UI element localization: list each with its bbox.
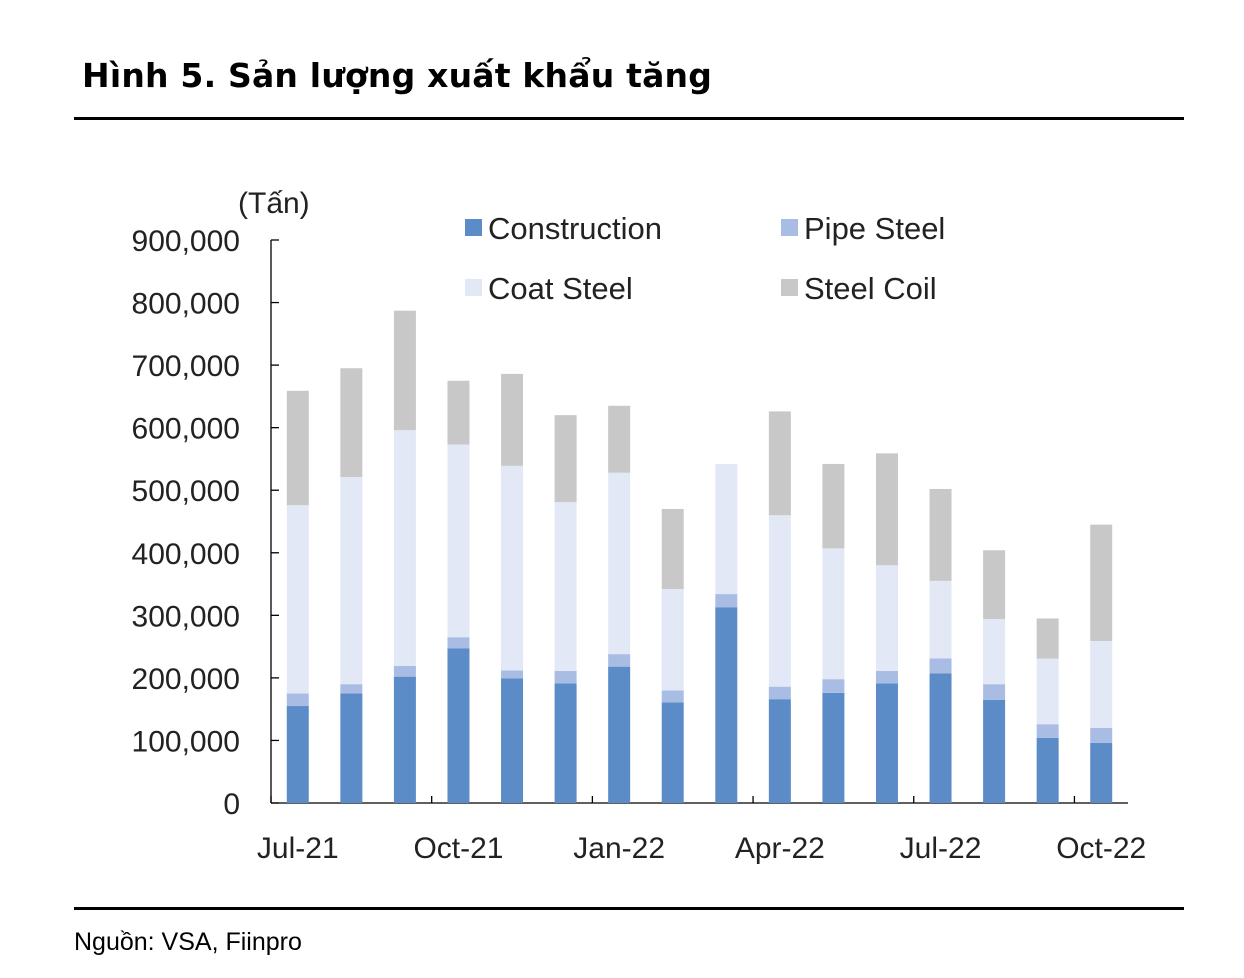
bar-steel-coil	[554, 415, 577, 503]
bar-construction	[501, 678, 524, 803]
bar-pipe-steel	[340, 684, 363, 694]
bar-coat-steel	[661, 589, 684, 691]
legend-label: Pipe Steel	[804, 211, 945, 246]
bar-pipe-steel	[608, 654, 631, 667]
y-tick-label: 700,000	[132, 350, 240, 383]
legend-label: Construction	[488, 211, 662, 246]
bar-coat-steel	[1090, 640, 1113, 728]
x-tick-label: Jan-22	[573, 832, 665, 865]
bar-construction	[340, 693, 363, 803]
x-tick-label: Jul-21	[257, 832, 339, 865]
legend-swatch	[465, 279, 482, 296]
bar-pipe-steel	[715, 594, 738, 608]
bar-pipe-steel	[661, 690, 684, 703]
bar-construction	[1036, 737, 1059, 803]
bar-steel-coil	[393, 310, 416, 431]
legend-swatch	[781, 219, 798, 236]
bar-steel-coil	[875, 453, 898, 566]
bar-coat-steel	[715, 463, 738, 595]
bar-steel-coil	[501, 373, 524, 466]
bar-steel-coil	[340, 368, 363, 478]
x-tick-label: Oct-21	[413, 832, 503, 865]
legend-label: Coat Steel	[488, 271, 633, 306]
x-tick-label: Jul-22	[900, 832, 982, 865]
bar-coat-steel	[822, 548, 845, 680]
bar-steel-coil	[608, 405, 631, 473]
y-tick-label: 600,000	[132, 413, 240, 446]
bar-steel-coil	[1036, 618, 1059, 659]
bar-construction	[875, 683, 898, 803]
bar-pipe-steel	[554, 671, 577, 684]
bar-pipe-steel	[822, 679, 845, 693]
y-tick-label: 200,000	[132, 663, 240, 696]
bar-pipe-steel	[393, 666, 416, 677]
x-tick-label: Apr-22	[735, 832, 825, 865]
bar-coat-steel	[929, 580, 952, 659]
bar-steel-coil	[1090, 524, 1113, 641]
bar-pipe-steel	[983, 684, 1006, 700]
bar-pipe-steel	[1090, 727, 1113, 743]
bar-pipe-steel	[768, 686, 791, 700]
y-tick-label: 900,000	[132, 225, 240, 258]
figure-title: Hình 5. Sản lượng xuất khẩu tăng	[82, 56, 713, 95]
bar-pipe-steel	[1036, 724, 1059, 738]
bar-construction	[768, 699, 791, 803]
bar-construction	[286, 706, 309, 803]
bar-construction	[929, 673, 952, 803]
y-tick-label: 500,000	[132, 475, 240, 508]
legend: Construction Pipe Steel Coat Steel Steel Co…	[465, 211, 945, 306]
y-tick-label: 400,000	[132, 538, 240, 571]
legend-swatch	[465, 219, 482, 236]
y-tick-label: 100,000	[132, 725, 240, 758]
bars	[286, 310, 1113, 803]
bar-construction	[822, 692, 845, 803]
legend-swatch	[781, 279, 798, 296]
bar-coat-steel	[447, 444, 470, 638]
bar-coat-steel	[983, 619, 1006, 685]
bar-coat-steel	[875, 565, 898, 672]
bar-coat-steel	[393, 430, 416, 667]
bar-steel-coil	[929, 488, 952, 581]
bar-coat-steel	[340, 477, 363, 685]
legend-label: Steel Coil	[804, 271, 937, 306]
y-tick-label: 300,000	[132, 600, 240, 633]
bar-coat-steel	[768, 515, 791, 687]
bar-pipe-steel	[447, 637, 470, 649]
bar-construction	[447, 648, 470, 803]
bar-construction	[393, 676, 416, 803]
bar-pipe-steel	[929, 658, 952, 674]
bar-construction	[1090, 742, 1113, 803]
bar-steel-coil	[447, 380, 470, 445]
y-tick-label: 800,000	[132, 288, 240, 321]
bar-construction	[715, 607, 738, 803]
bar-coat-steel	[608, 472, 631, 655]
bar-coat-steel	[1036, 658, 1059, 725]
bar-steel-coil	[286, 390, 309, 506]
bar-pipe-steel	[875, 671, 898, 684]
bar-construction	[661, 702, 684, 803]
bar-steel-coil	[661, 508, 684, 590]
bar-construction	[554, 683, 577, 803]
bottom-divider	[74, 907, 1184, 910]
bar-construction	[608, 666, 631, 803]
x-tick-label: Oct-22	[1056, 832, 1146, 865]
bar-pipe-steel	[286, 693, 309, 707]
y-tick-label: 0	[223, 788, 240, 821]
bar-coat-steel	[501, 465, 524, 671]
top-divider	[74, 117, 1184, 120]
bar-pipe-steel	[501, 670, 524, 679]
bar-coat-steel	[286, 505, 309, 694]
bar-steel-coil	[983, 550, 1006, 620]
bar-construction	[983, 699, 1006, 803]
y-unit-label: (Tấn)	[238, 187, 310, 220]
source-note: Nguồn: VSA, Fiinpro	[74, 928, 302, 956]
bar-steel-coil	[822, 463, 845, 549]
bar-steel-coil	[768, 411, 791, 516]
bar-coat-steel	[554, 502, 577, 672]
stacked-bar-chart: (Tấn) 900,000 800,000 700,000 600,000 500,00…	[132, 187, 1147, 865]
